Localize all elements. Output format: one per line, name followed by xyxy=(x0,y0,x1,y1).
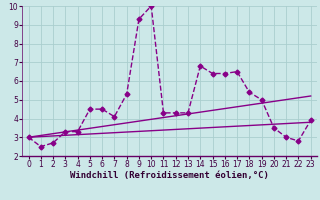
X-axis label: Windchill (Refroidissement éolien,°C): Windchill (Refroidissement éolien,°C) xyxy=(70,171,269,180)
